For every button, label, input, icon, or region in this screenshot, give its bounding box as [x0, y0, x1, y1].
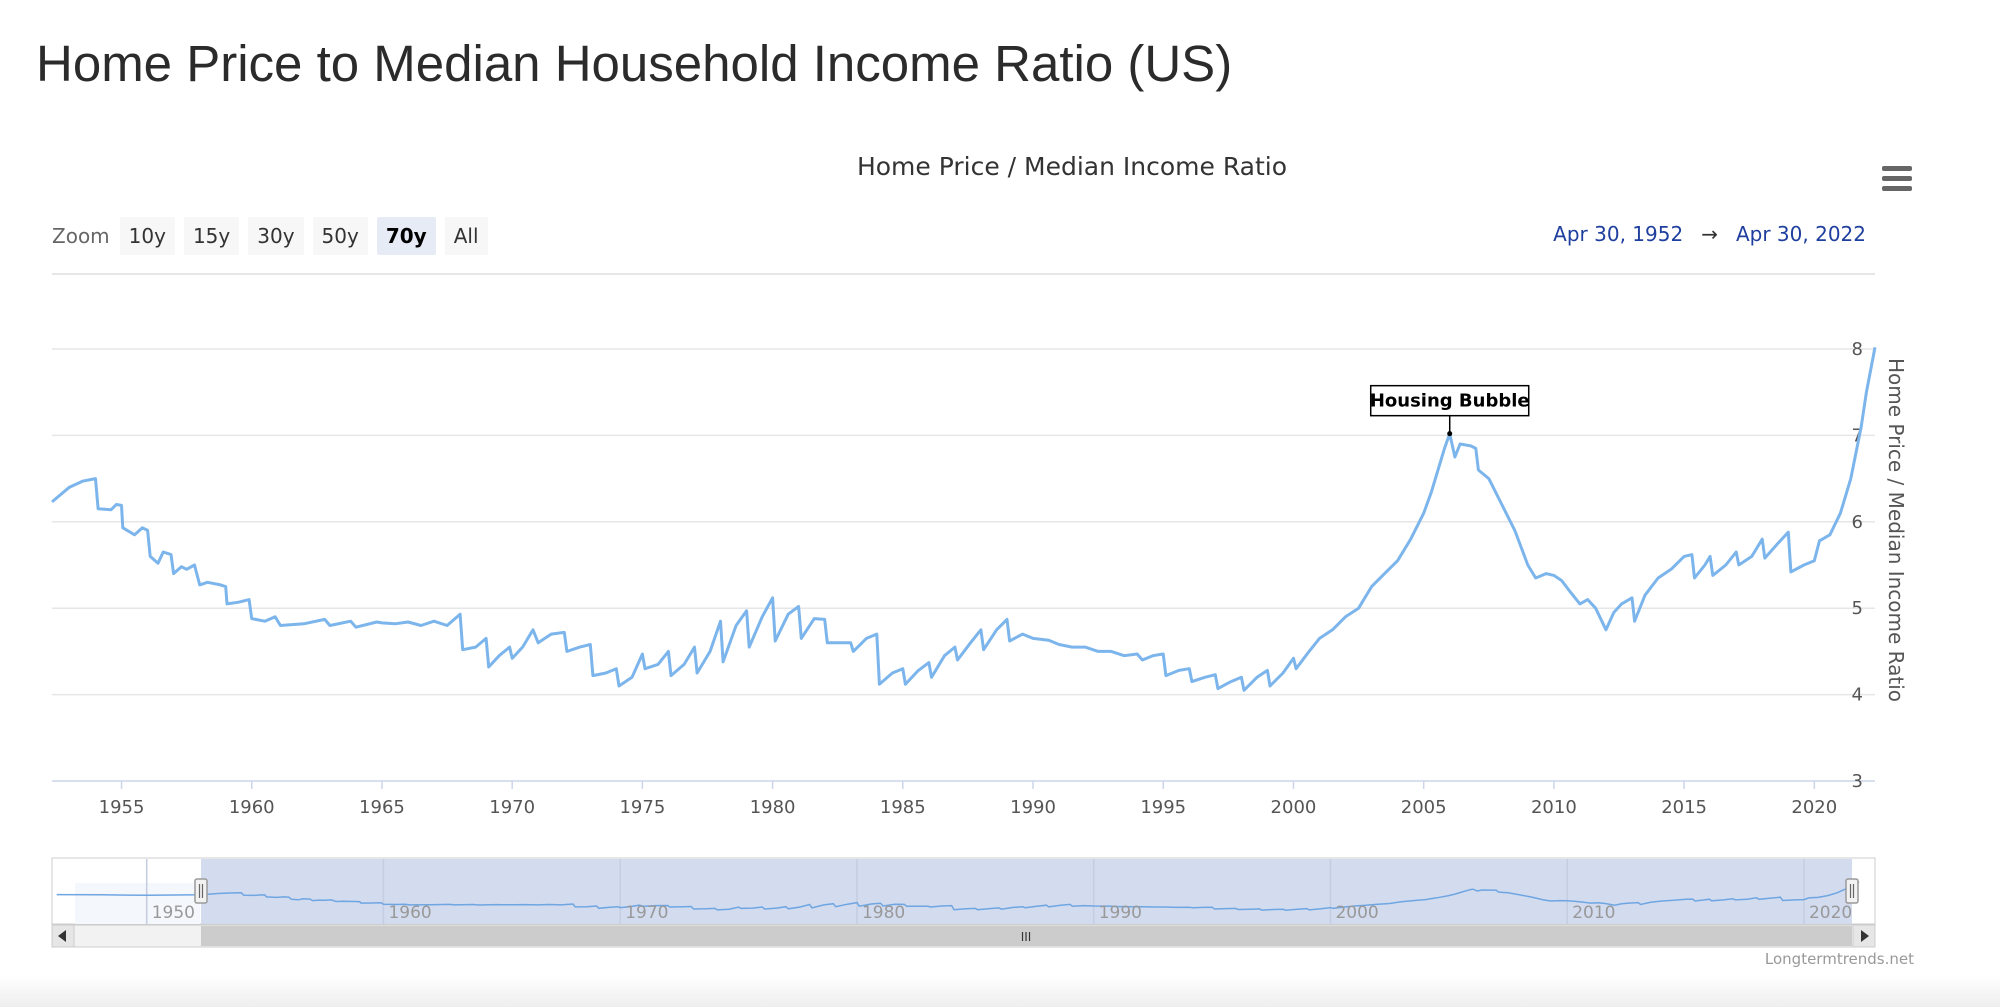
x-tick-label: 2000 — [1271, 797, 1317, 818]
annotation-label: Housing Bubble — [1370, 391, 1530, 412]
zoom-10y-button[interactable]: 10y — [119, 217, 175, 255]
grid-lines — [52, 348, 1875, 782]
y-axis-title: Home Price / Median Income Ratio — [1884, 358, 1908, 702]
navigator-series-line — [56, 881, 1860, 911]
hamburger-menu-icon[interactable] — [1882, 166, 1912, 192]
navigator-right-handle[interactable] — [1845, 878, 1859, 904]
range-to-date[interactable]: Apr 30, 2022 — [1735, 222, 1866, 246]
navigator-tick-label: 2000 — [1335, 903, 1378, 923]
x-tick-label: 1980 — [750, 797, 796, 818]
x-tick-label: 2010 — [1531, 797, 1577, 818]
x-tick-label: 1985 — [880, 797, 926, 818]
x-tick-label: 1990 — [1010, 797, 1056, 818]
page-title: Home Price to Median Household Income Ra… — [36, 35, 1233, 92]
annotation-point — [1447, 431, 1453, 437]
navigator-tick-label: 1950 — [152, 903, 195, 923]
annotation-housing-bubble: Housing Bubble — [1369, 384, 1530, 437]
y-axis: 3 4 5 6 7 8 — [1852, 339, 1863, 792]
navigator-left-fill — [75, 883, 200, 924]
x-tick-label: 1960 — [229, 797, 275, 818]
zoom-50y-button[interactable]: 50y — [312, 217, 368, 255]
y-tick-label: 5 — [1852, 598, 1863, 619]
bottom-shadow — [0, 975, 2000, 1007]
chart-title: Home Price / Median Income Ratio — [856, 152, 1288, 181]
x-tick-label: 2020 — [1791, 797, 1837, 818]
y-tick-label: 7 — [1852, 425, 1863, 446]
range-from-date[interactable]: Apr 30, 1952 — [1553, 222, 1684, 246]
x-tick-label: 1955 — [99, 797, 145, 818]
x-tick-label: 1975 — [619, 797, 665, 818]
x-tick-label: 1970 — [489, 797, 535, 818]
navigator-selected-range[interactable] — [201, 859, 1852, 924]
zoom-all-button[interactable]: All — [444, 217, 488, 255]
zoom-label: Zoom — [52, 224, 110, 248]
navigator-tick-label: 1990 — [1099, 903, 1142, 923]
scroll-left-arrow-icon — [58, 930, 66, 942]
x-tick-label: 1965 — [359, 797, 405, 818]
range-arrow: → — [1701, 222, 1718, 246]
series-line — [51, 347, 1877, 692]
date-range-display: Apr 30, 1952 → Apr 30, 2022 — [1553, 222, 1866, 246]
navigator-tick-label: 2020 — [1809, 903, 1852, 923]
y-tick-label: 6 — [1852, 512, 1863, 533]
credits-link[interactable]: Longtermtrends.net — [1764, 950, 1914, 968]
navigator-grid-overlay — [145, 859, 1805, 924]
scrollbar-thumb[interactable] — [201, 926, 1852, 946]
navigator-left-handle[interactable] — [194, 878, 208, 904]
zoom-selector: Zoom 10y 15y 30y 50y 70y All — [52, 217, 497, 255]
navigator-tick-label: 1970 — [625, 903, 668, 923]
y-tick-label: 4 — [1852, 685, 1863, 706]
x-tick-label: 1995 — [1140, 797, 1186, 818]
y-tick-label: 3 — [1852, 771, 1863, 792]
scroll-right-arrow-icon — [1861, 930, 1869, 942]
navigator-axis-labels: 1950 1960 1970 1980 1990 2000 2010 2020 — [152, 903, 1853, 923]
x-tick-label: 2015 — [1661, 797, 1707, 818]
x-axis: 1955 1960 1965 1970 1975 1980 1985 1990 1995 2000… — [99, 781, 1837, 818]
navigator-tick-label: 1980 — [862, 903, 905, 923]
x-tick-label: 2005 — [1401, 797, 1447, 818]
zoom-30y-button[interactable]: 30y — [248, 217, 304, 255]
zoom-70y-button[interactable]: 70y — [376, 217, 436, 255]
y-tick-label: 8 — [1852, 339, 1863, 360]
scrollbar[interactable]: III — [51, 924, 1876, 948]
navigator-tick-label: 2010 — [1572, 903, 1615, 923]
scrollbar-grip-icon: III — [1021, 930, 1032, 944]
navigator[interactable]: 1950 1960 1970 1980 1990 2000 2010 2020 — [51, 857, 1876, 925]
annotation-box — [1369, 384, 1530, 417]
zoom-15y-button[interactable]: 15y — [183, 217, 240, 255]
navigator-tick-label: 1960 — [388, 903, 431, 923]
